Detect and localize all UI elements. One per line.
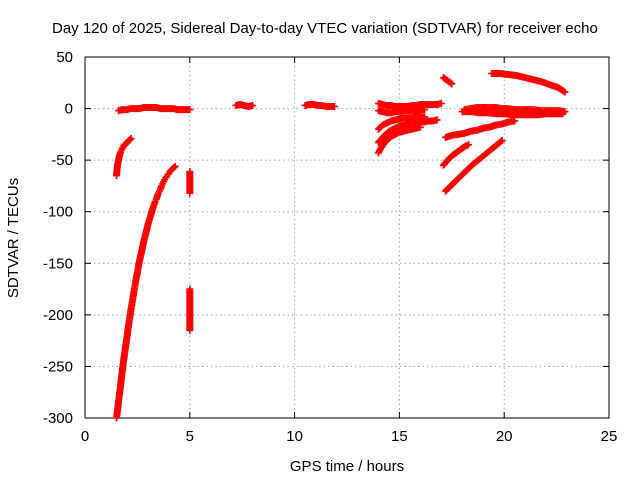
data-points (112, 70, 569, 422)
data-point (421, 106, 429, 114)
x-tick-label: 10 (286, 428, 303, 445)
data-point (186, 326, 194, 334)
data-point (126, 136, 134, 144)
data-point (437, 99, 445, 107)
grid-lines (85, 57, 609, 418)
x-tick-label: 5 (186, 428, 194, 445)
data-point (559, 110, 567, 118)
x-tick-label: 25 (601, 428, 618, 445)
y-axis-label: SDTVAR / TECUs (5, 178, 22, 298)
y-tick-label: -300 (43, 410, 73, 427)
data-point (560, 87, 568, 95)
data-point (498, 137, 506, 145)
data-point (186, 106, 194, 114)
x-tick-label: 15 (391, 428, 408, 445)
data-point (561, 88, 569, 96)
data-point (170, 163, 178, 171)
y-tick-label: -50 (51, 152, 73, 169)
data-point (433, 116, 441, 124)
data-point (465, 141, 473, 149)
y-tick-label: 50 (56, 49, 73, 66)
plot-frame (84, 56, 610, 419)
data-point (416, 123, 424, 131)
x-tick-label: 20 (496, 428, 513, 445)
y-tick-label: -150 (43, 255, 73, 272)
data-point (497, 137, 505, 145)
data-point (249, 101, 257, 109)
data-point (127, 134, 135, 142)
chart-title: Day 120 of 2025, Sidereal Day-to-day VTE… (52, 20, 598, 37)
x-axis-label: GPS time / hours (290, 458, 404, 475)
y-tick-label: -100 (43, 204, 73, 221)
data-point (186, 189, 194, 197)
data-point (511, 117, 519, 125)
data-point (330, 103, 338, 111)
y-tick-label: -200 (43, 307, 73, 324)
data-point (171, 162, 179, 170)
y-tick-label: 0 (65, 101, 73, 118)
data-point (448, 80, 456, 88)
y-tick-label: -250 (43, 358, 73, 375)
x-tick-label: 0 (81, 428, 89, 445)
